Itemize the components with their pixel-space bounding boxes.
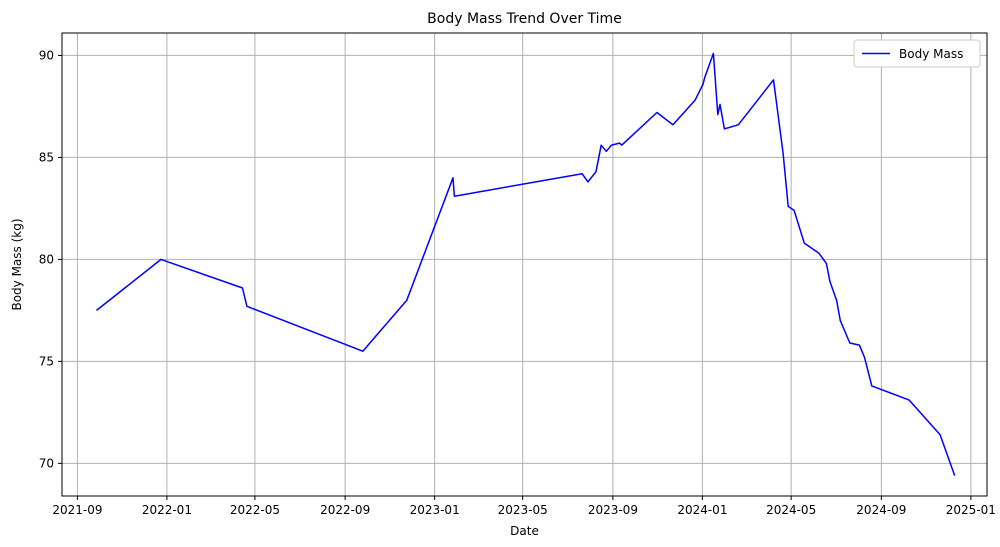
- legend: Body Mass: [853, 39, 981, 68]
- series-line-body-mass: [96, 52, 956, 476]
- plot-frame: [61, 32, 988, 497]
- x-tick-label: 2023-09: [588, 503, 638, 517]
- legend-label: Body Mass: [899, 47, 963, 61]
- y-tick-label: 85: [39, 150, 54, 164]
- y-axis-label: Body Mass (kg): [10, 218, 24, 310]
- y-tick-label: 90: [39, 48, 54, 62]
- x-tick-label: 2021-09: [52, 503, 102, 517]
- x-tick-label: 2022-01: [142, 503, 192, 517]
- series-lines: [96, 52, 956, 476]
- x-tick-label: 2024-05: [766, 503, 816, 517]
- grid: [62, 33, 987, 496]
- y-tick-label: 75: [39, 354, 54, 368]
- y-ticks: 70 75 80 85 90: [39, 48, 62, 470]
- x-ticks: 2021-09 2022-01 2022-05 2022-09 2023-01 2023-…: [52, 496, 996, 517]
- x-tick-label: 2023-01: [410, 503, 460, 517]
- chart-title: Body Mass Trend Over Time: [427, 11, 622, 27]
- x-tick-label: 2025-01: [946, 503, 996, 517]
- x-tick-label: 2023-05: [498, 503, 548, 517]
- x-tick-label: 2022-09: [320, 503, 370, 517]
- x-tick-label: 2022-05: [230, 503, 280, 517]
- x-tick-label: 2024-09: [856, 503, 906, 517]
- x-axis-label: Date: [510, 524, 539, 538]
- y-tick-label: 80: [39, 252, 54, 266]
- y-tick-label: 70: [39, 456, 54, 470]
- x-tick-label: 2024-01: [677, 503, 727, 517]
- legend-box: [853, 39, 981, 68]
